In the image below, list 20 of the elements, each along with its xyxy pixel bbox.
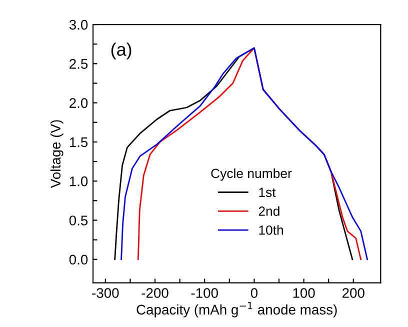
y-tick-label: 0.0 bbox=[69, 254, 88, 265]
y-tick-label: 1.0 bbox=[70, 176, 88, 186]
y-axis-title: Voltage (V) bbox=[50, 120, 64, 188]
legend-label: 1st bbox=[259, 188, 276, 197]
y-tick-label: 3.0 bbox=[69, 20, 88, 30]
legend-label: 10th bbox=[259, 225, 284, 235]
x-tick-label: -200 bbox=[142, 288, 168, 298]
x-tick-label: -300 bbox=[92, 288, 119, 298]
x-tick-label: 100 bbox=[293, 288, 315, 298]
legend-label: 2nd bbox=[258, 206, 280, 216]
y-tick-label: 0.5 bbox=[69, 216, 88, 226]
x-tick-label: -100 bbox=[191, 288, 218, 298]
y-tick-label: 1.5 bbox=[70, 137, 88, 148]
x-axis-title: Capacity (mAh g$^{−1}$ anode mass) bbox=[136, 302, 337, 318]
annotation: (a) bbox=[111, 42, 132, 60]
x-tick-label: 0 bbox=[250, 288, 258, 298]
y-tick-label: 2.5 bbox=[70, 59, 88, 69]
y-tick-label: 2.0 bbox=[70, 98, 88, 108]
legend-title: Cycle number bbox=[211, 168, 292, 181]
x-tick-label: 200 bbox=[342, 288, 364, 298]
